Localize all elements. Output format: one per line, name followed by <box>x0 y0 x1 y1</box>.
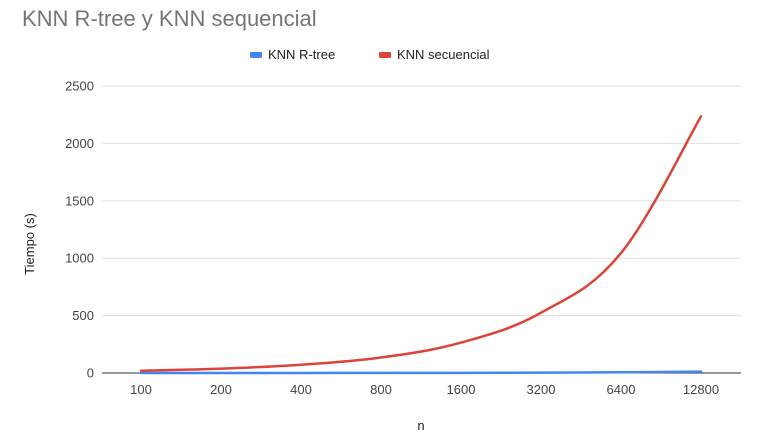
x-tick-label: 100 <box>130 382 152 397</box>
series-line <box>139 370 703 375</box>
y-tick-label: 2000 <box>65 136 94 151</box>
series-line <box>139 115 703 372</box>
y-tick-label: 1500 <box>65 193 94 208</box>
y-axis-ticks: 0 500 1000 1500 2000 2500 <box>65 79 94 381</box>
y-tick-label: 500 <box>72 308 94 323</box>
x-tick-label: 6400 <box>607 382 636 397</box>
legend-swatch <box>250 52 262 58</box>
legend: KNN R-tree KNN secuencial <box>250 47 490 62</box>
y-tick-label: 1000 <box>65 251 94 266</box>
x-tick-label: 1600 <box>447 382 476 397</box>
chart-title: KNN R-tree y KNN sequencial <box>22 6 317 31</box>
legend-item: KNN R-tree <box>250 47 335 62</box>
y-tick-label: 2500 <box>65 79 94 94</box>
gridlines <box>102 85 741 374</box>
x-tick-label: 12800 <box>683 382 719 397</box>
y-tick-label: 0 <box>87 366 94 381</box>
legend-swatch <box>379 52 391 58</box>
x-tick-label: 400 <box>290 382 312 397</box>
y-axis-label: Tiempo (s) <box>22 213 37 275</box>
legend-label: KNN secuencial <box>397 47 490 62</box>
series-lines <box>139 115 703 375</box>
x-tick-label: 800 <box>370 382 392 397</box>
x-axis-label: n <box>417 418 424 433</box>
legend-label: KNN R-tree <box>268 47 335 62</box>
x-tick-label: 200 <box>210 382 232 397</box>
legend-item: KNN secuencial <box>379 47 490 62</box>
x-axis-ticks: 100 200 400 800 1600 3200 6400 12800 <box>130 382 719 397</box>
x-tick-label: 3200 <box>527 382 556 397</box>
